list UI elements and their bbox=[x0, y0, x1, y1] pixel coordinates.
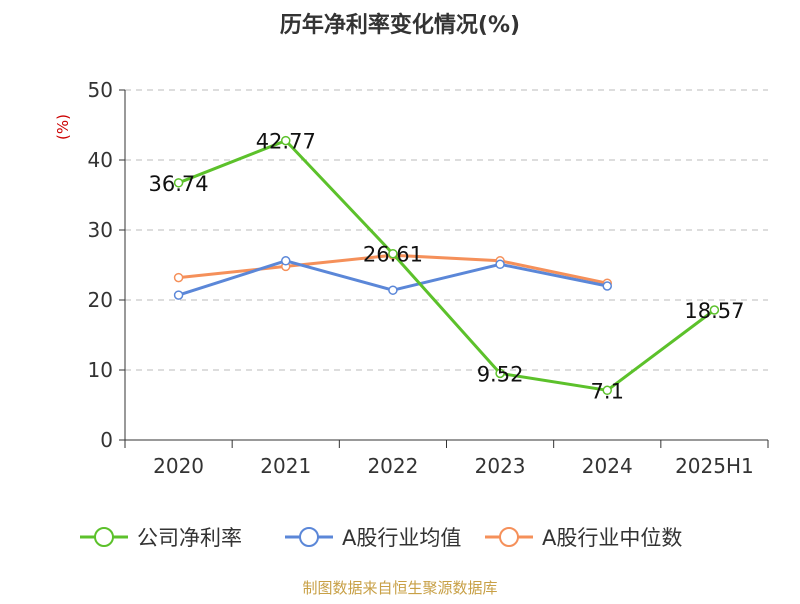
legend-item-1[interactable]: A股行业均值 bbox=[285, 526, 461, 550]
data-label: 26.61 bbox=[363, 243, 423, 267]
x-tick-label: 2023 bbox=[475, 454, 526, 478]
legend-label: A股行业中位数 bbox=[542, 526, 682, 550]
series-1 bbox=[173, 256, 612, 300]
y-tick-label: 30 bbox=[88, 218, 113, 242]
y-tick-label: 50 bbox=[88, 78, 113, 102]
data-point[interactable] bbox=[602, 281, 612, 291]
data-label: 7.1 bbox=[591, 379, 624, 403]
legend[interactable]: 公司净利率 A股行业均值 A股行业中位数 bbox=[80, 526, 682, 550]
legend-marker bbox=[94, 527, 114, 547]
data-point[interactable] bbox=[281, 135, 291, 146]
y-tick-label: 40 bbox=[88, 148, 113, 172]
data-point[interactable] bbox=[173, 290, 184, 300]
y-tick-label: 10 bbox=[88, 358, 113, 382]
x-tick-label: 2024 bbox=[582, 454, 633, 478]
data-source-note: 制图数据来自恒生聚源数据库 bbox=[302, 579, 497, 597]
data-label: 9.52 bbox=[477, 362, 524, 386]
data-point[interactable] bbox=[173, 272, 184, 283]
chart-title: 历年净利率变化情况(%) bbox=[280, 12, 520, 38]
data-point[interactable] bbox=[495, 259, 505, 270]
data-label: 42.77 bbox=[256, 130, 316, 154]
data-labels: 36.74 42.77 26.61 9.52 7.1 18.57 bbox=[149, 130, 745, 404]
data-point[interactable] bbox=[388, 285, 398, 295]
axes: 0 10 20 30 40 50 2020 2021 2022 2023 2024 2025H1 bbox=[88, 78, 769, 478]
data-label: 36.74 bbox=[149, 172, 209, 196]
y-tick-label: 20 bbox=[88, 288, 113, 312]
data-point[interactable] bbox=[281, 256, 291, 266]
x-tick-label: 2025H1 bbox=[675, 454, 754, 478]
legend-item-2[interactable]: A股行业中位数 bbox=[485, 526, 682, 550]
series-0 bbox=[173, 135, 720, 396]
legend-label: 公司净利率 bbox=[137, 526, 242, 550]
y-axis-label: (%) bbox=[54, 114, 72, 140]
legend-item-0[interactable]: 公司净利率 bbox=[80, 526, 242, 550]
data-label: 18.57 bbox=[684, 299, 744, 323]
data-point[interactable] bbox=[388, 248, 398, 259]
data-point[interactable] bbox=[173, 178, 184, 188]
legend-marker bbox=[499, 527, 519, 547]
grid-lines bbox=[125, 89, 768, 371]
series-line bbox=[178, 139, 716, 392]
x-tick-label: 2021 bbox=[260, 454, 311, 478]
data-point[interactable] bbox=[602, 385, 612, 396]
y-tick-label: 0 bbox=[100, 428, 113, 452]
x-tick-label: 2020 bbox=[153, 454, 204, 478]
x-tick-label: 2022 bbox=[367, 454, 418, 478]
series bbox=[173, 135, 720, 396]
data-point[interactable] bbox=[495, 368, 505, 379]
legend-marker bbox=[299, 527, 319, 547]
data-point[interactable] bbox=[709, 305, 720, 315]
legend-label: A股行业均值 bbox=[342, 526, 461, 550]
